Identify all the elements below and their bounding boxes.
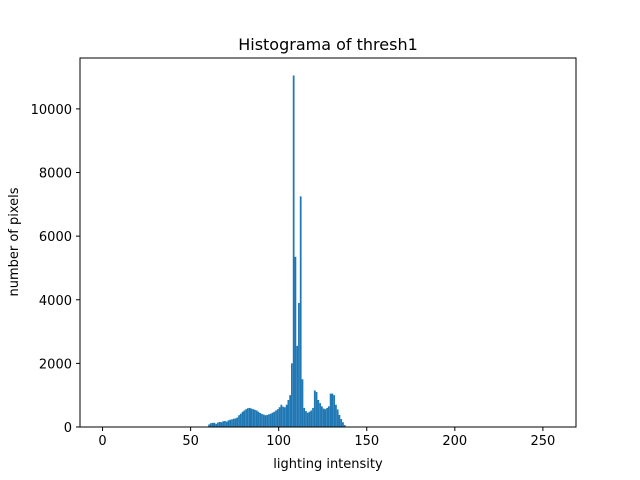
x-tick-label: 50 xyxy=(182,434,199,449)
histogram-bar xyxy=(268,414,270,427)
histogram-bar xyxy=(298,302,300,427)
histogram-bar xyxy=(250,408,253,427)
histogram-bar xyxy=(213,422,216,427)
histogram-bar xyxy=(306,412,309,427)
y-tick-label: 8000 xyxy=(39,167,72,182)
histogram-bar xyxy=(239,413,242,427)
histogram-bar xyxy=(275,410,277,427)
histogram-bar xyxy=(227,420,230,427)
histogram-bar xyxy=(342,422,344,427)
histogram-bar xyxy=(282,406,284,427)
histogram-bar xyxy=(266,414,269,427)
histogram-bar xyxy=(278,407,281,427)
y-tick-label: 2000 xyxy=(39,357,72,372)
plot-area xyxy=(80,58,576,427)
histogram-bar xyxy=(313,390,316,427)
histogram-bar xyxy=(217,422,219,427)
histogram-bar xyxy=(232,418,235,427)
histogram-bar xyxy=(224,420,226,427)
histogram-bar xyxy=(343,425,346,427)
histogram-bar xyxy=(317,399,320,427)
histogram-bar xyxy=(312,407,314,427)
histogram-bar xyxy=(262,414,265,427)
histogram-bar xyxy=(236,417,239,427)
histogram-bar xyxy=(257,411,260,427)
histogram-bar xyxy=(245,409,247,427)
histogram-bar xyxy=(326,407,328,427)
histogram-bar xyxy=(229,419,232,427)
histogram-bar xyxy=(291,363,293,427)
histogram-bar xyxy=(225,421,228,427)
y-tick-label: 10000 xyxy=(31,103,72,118)
histogram-bar xyxy=(338,414,341,427)
histogram-bar xyxy=(322,408,325,427)
histogram-bar xyxy=(264,415,267,427)
histogram-bar xyxy=(285,404,288,427)
histogram-bar xyxy=(280,404,283,427)
x-tick-label: 100 xyxy=(266,434,291,449)
histogram-bar xyxy=(319,403,321,427)
histogram-bar xyxy=(305,411,307,427)
histogram-bars xyxy=(208,75,346,427)
histogram-bar xyxy=(222,421,225,427)
histogram-bar xyxy=(259,413,262,427)
histogram-bar xyxy=(248,407,251,427)
histogram-bar xyxy=(215,423,218,427)
histogram-bar xyxy=(243,410,246,427)
histogram-bar xyxy=(211,422,214,427)
plot-frame xyxy=(79,57,577,428)
histogram-bar xyxy=(289,395,292,427)
histogram-bar xyxy=(294,256,297,427)
histogram-bar xyxy=(209,423,212,427)
y-axis-label: number of pixels xyxy=(7,187,22,296)
x-tick-label: 0 xyxy=(98,434,106,449)
histogram-bar xyxy=(324,409,327,427)
histogram-bar xyxy=(320,406,323,427)
histogram-bar xyxy=(303,407,306,427)
histogram-bar xyxy=(287,399,290,427)
chart-title: Histograma of thresh1 xyxy=(238,35,418,54)
x-tick-label: 150 xyxy=(354,434,379,449)
histogram-bar xyxy=(231,419,233,427)
x-axis-ticks: 0 50 100 150 200 250 xyxy=(98,427,555,449)
histogram-bar xyxy=(333,395,336,427)
histogram-bar xyxy=(271,412,274,427)
histogram-bar xyxy=(336,409,339,427)
histogram-bar xyxy=(269,413,272,427)
histogram-bar xyxy=(254,409,256,427)
histogram-bar xyxy=(208,424,210,427)
x-tick-label: 200 xyxy=(442,434,467,449)
y-tick-label: 0 xyxy=(64,421,72,436)
histogram-bar xyxy=(331,393,334,427)
histogram-bar xyxy=(238,415,240,427)
histogram-bar xyxy=(252,409,255,427)
histogram-bar xyxy=(234,418,237,427)
y-axis-ticks: 0 2000 4000 6000 8000 10000 xyxy=(31,103,80,436)
histogram-bar xyxy=(220,422,223,427)
histogram-bar xyxy=(308,411,311,427)
histogram-bar xyxy=(241,411,244,427)
histogram-bar xyxy=(296,345,299,427)
histogram-bar xyxy=(315,392,318,427)
histogram-bar xyxy=(310,410,313,427)
histogram-bar xyxy=(292,75,295,427)
y-tick-label: 4000 xyxy=(39,294,72,309)
x-tick-label: 250 xyxy=(530,434,555,449)
histogram-bar xyxy=(340,419,343,427)
histogram-bar xyxy=(335,404,337,427)
histogram-bar xyxy=(273,411,276,427)
x-axis-label: lighting intensity xyxy=(273,457,383,472)
y-tick-label: 6000 xyxy=(39,230,72,245)
histogram-bar xyxy=(218,421,221,427)
histogram-bar xyxy=(255,410,258,427)
histogram-bar xyxy=(246,408,249,427)
histogram-bar xyxy=(276,409,279,427)
histogram-bar xyxy=(299,196,302,427)
histogram-bar xyxy=(301,379,304,427)
histogram-bar xyxy=(261,413,263,427)
histogram-bar xyxy=(328,406,330,427)
histogram-bar xyxy=(283,407,286,427)
histogram-bar xyxy=(329,393,332,427)
